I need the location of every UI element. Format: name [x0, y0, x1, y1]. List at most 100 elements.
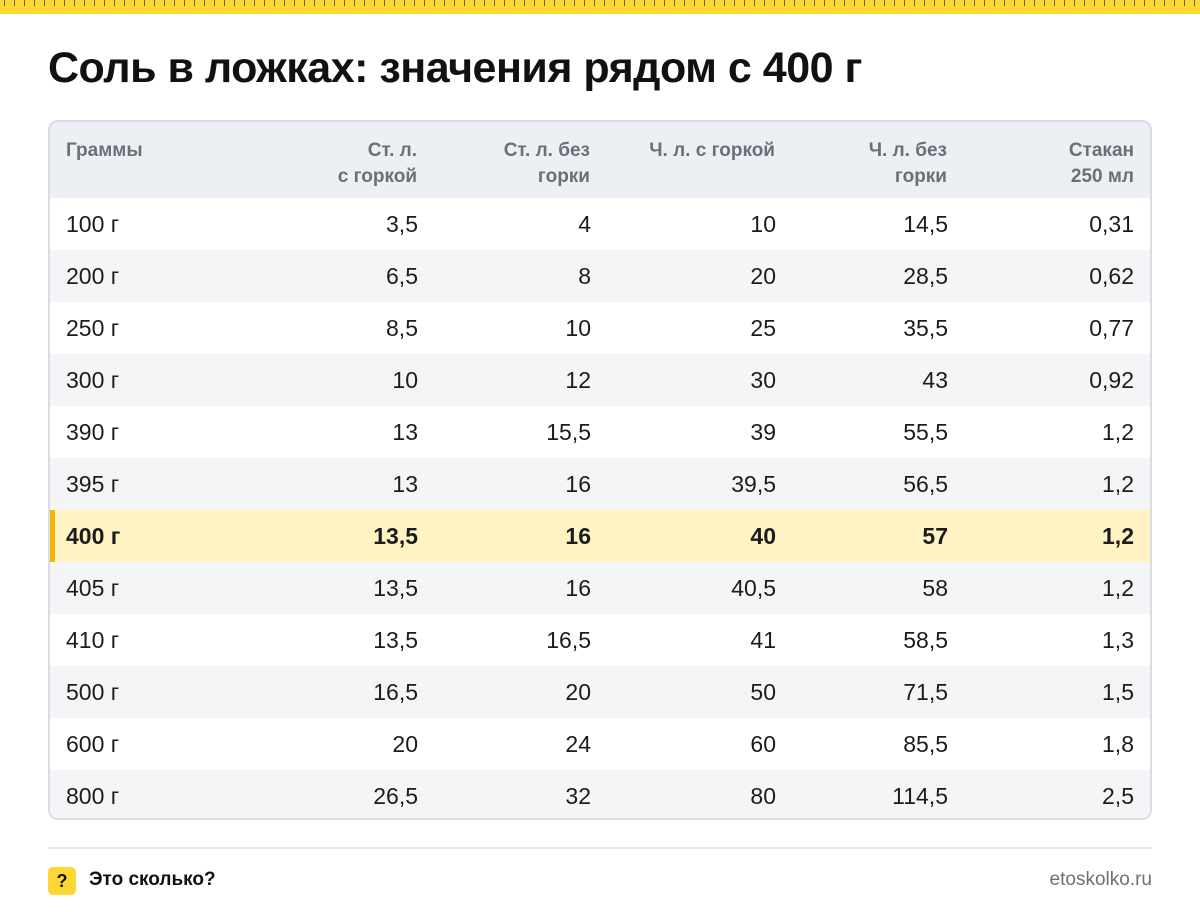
grams-cell: 390 г — [66, 418, 120, 445]
value-cell: 10 — [750, 210, 776, 237]
value-cell: 80 — [750, 782, 776, 809]
value-cell: 8 — [578, 262, 591, 289]
column-header: Ст. л. без горки — [503, 140, 590, 187]
value-cell: 28,5 — [903, 262, 948, 289]
value-cell: 14,5 — [903, 210, 948, 237]
table-row: 300 г 10 12 30 43 0,92 — [50, 354, 1150, 406]
grams-cell: 800 г — [66, 782, 120, 809]
value-cell: 15,5 — [546, 418, 591, 445]
value-cell: 20 — [750, 262, 776, 289]
table-row: 410 г 13,5 16,5 41 58,5 1,3 — [50, 614, 1150, 666]
grams-cell: 300 г — [66, 366, 120, 393]
value-cell: 16,5 — [373, 678, 418, 705]
column-header: Ч. л. с горкой — [649, 140, 775, 161]
value-cell: 16 — [565, 470, 591, 497]
value-cell: 55,5 — [903, 418, 948, 445]
grams-cell: 400 г — [50, 510, 232, 562]
brand-name: Это сколько? — [89, 869, 216, 890]
table-row: 390 г 13 15,5 39 55,5 1,2 — [50, 406, 1150, 458]
value-cell: 20 — [565, 678, 591, 705]
value-cell: 6,5 — [386, 262, 418, 289]
value-cell: 12 — [565, 366, 591, 393]
value-cell: 3,5 — [386, 210, 418, 237]
column-header: Ч. л. без горки — [868, 140, 947, 187]
value-cell: 43 — [922, 366, 948, 393]
value-cell: 39 — [750, 418, 776, 445]
value-cell: 16,5 — [546, 626, 591, 653]
value-cell: 16 — [565, 574, 591, 601]
value-cell: 35,5 — [903, 314, 948, 341]
grams-cell: 250 г — [66, 314, 120, 341]
column-header: Граммы — [66, 140, 143, 161]
value-cell: 24 — [565, 730, 591, 757]
value-cell: 13,5 — [373, 574, 418, 601]
table-header: Граммы Ст. л. с горкой Ст. л. без горки Ч. … — [50, 122, 1150, 198]
column-header: Ст. л. с горкой — [337, 140, 417, 187]
conversion-table-card: Граммы Ст. л. с горкой Ст. л. без горки Ч. … — [48, 120, 1152, 820]
value-cell: 56,5 — [903, 470, 948, 497]
footer-divider — [48, 847, 1152, 849]
value-cell: 4 — [578, 210, 591, 237]
value-cell: 8,5 — [386, 314, 418, 341]
grams-cell: 405 г — [66, 574, 120, 601]
value-cell: 1,8 — [1102, 730, 1134, 757]
table-row: 100 г 3,5 4 10 14,5 0,31 — [50, 198, 1150, 250]
value-cell: 57 — [922, 522, 948, 549]
value-cell: 13,5 — [373, 626, 418, 653]
value-cell: 39,5 — [731, 470, 776, 497]
value-cell: 13,5 — [373, 522, 418, 549]
table-row: 600 г 20 24 60 85,5 1,8 — [50, 718, 1150, 770]
value-cell: 32 — [565, 782, 591, 809]
value-cell: 114,5 — [892, 782, 948, 809]
value-cell: 1,5 — [1102, 678, 1134, 705]
value-cell: 71,5 — [903, 678, 948, 705]
ruler-strip — [0, 0, 1200, 14]
value-cell: 58 — [922, 574, 948, 601]
value-cell: 13 — [392, 470, 418, 497]
value-cell: 50 — [750, 678, 776, 705]
value-cell: 41 — [750, 626, 776, 653]
value-cell: 26,5 — [373, 782, 418, 809]
table-row: 200 г 6,5 8 20 28,5 0,62 — [50, 250, 1150, 302]
value-cell: 1,3 — [1102, 626, 1134, 653]
grams-cell: 200 г — [66, 262, 120, 289]
value-cell: 10 — [392, 366, 418, 393]
grams-cell: 100 г — [66, 210, 120, 237]
value-cell: 1,2 — [1102, 574, 1134, 601]
value-cell: 1,2 — [1102, 522, 1134, 549]
table-row: 800 г 26,5 32 80 114,5 2,5 — [50, 770, 1150, 818]
table-row: 500 г 16,5 20 50 71,5 1,5 — [50, 666, 1150, 718]
value-cell: 58,5 — [903, 626, 948, 653]
table-row: 250 г 8,5 10 25 35,5 0,77 — [50, 302, 1150, 354]
value-cell: 16 — [565, 522, 591, 549]
value-cell: 0,77 — [1089, 314, 1134, 341]
grams-cell: 395 г — [66, 470, 120, 497]
grams-cell: 600 г — [66, 730, 120, 757]
page-title: Соль в ложках: значения рядом с 400 г — [48, 44, 862, 92]
value-cell: 40 — [750, 522, 776, 549]
value-cell: 85,5 — [903, 730, 948, 757]
grams-cell: 500 г — [66, 678, 120, 705]
value-cell: 1,2 — [1102, 470, 1134, 497]
value-cell: 40,5 — [731, 574, 776, 601]
value-cell: 13 — [392, 418, 418, 445]
value-cell: 30 — [750, 366, 776, 393]
value-cell: 25 — [750, 314, 776, 341]
conversion-table: Граммы Ст. л. с горкой Ст. л. без горки Ч. … — [50, 122, 1150, 818]
value-cell: 60 — [750, 730, 776, 757]
table-row-highlighted: 400 г 13,5 16 40 57 1,2 — [50, 510, 1150, 562]
brand-logo-icon: ? — [48, 867, 76, 895]
value-cell: 0,92 — [1089, 366, 1134, 393]
grams-cell: 410 г — [66, 626, 120, 653]
value-cell: 20 — [392, 730, 418, 757]
table-row: 405 г 13,5 16 40,5 58 1,2 — [50, 562, 1150, 614]
table-body: 100 г 3,5 4 10 14,5 0,31 200 г 6,5 8 20 28,5 0,62 25… — [50, 198, 1150, 818]
site-url: etoskolko.ru — [1049, 869, 1152, 890]
value-cell: 2,5 — [1102, 782, 1134, 809]
value-cell: 1,2 — [1102, 418, 1134, 445]
value-cell: 0,62 — [1089, 262, 1134, 289]
value-cell: 0,31 — [1089, 210, 1134, 237]
table-row: 395 г 13 16 39,5 56,5 1,2 — [50, 458, 1150, 510]
column-header: Стакан 250 мл — [1068, 140, 1134, 187]
value-cell: 10 — [565, 314, 591, 341]
